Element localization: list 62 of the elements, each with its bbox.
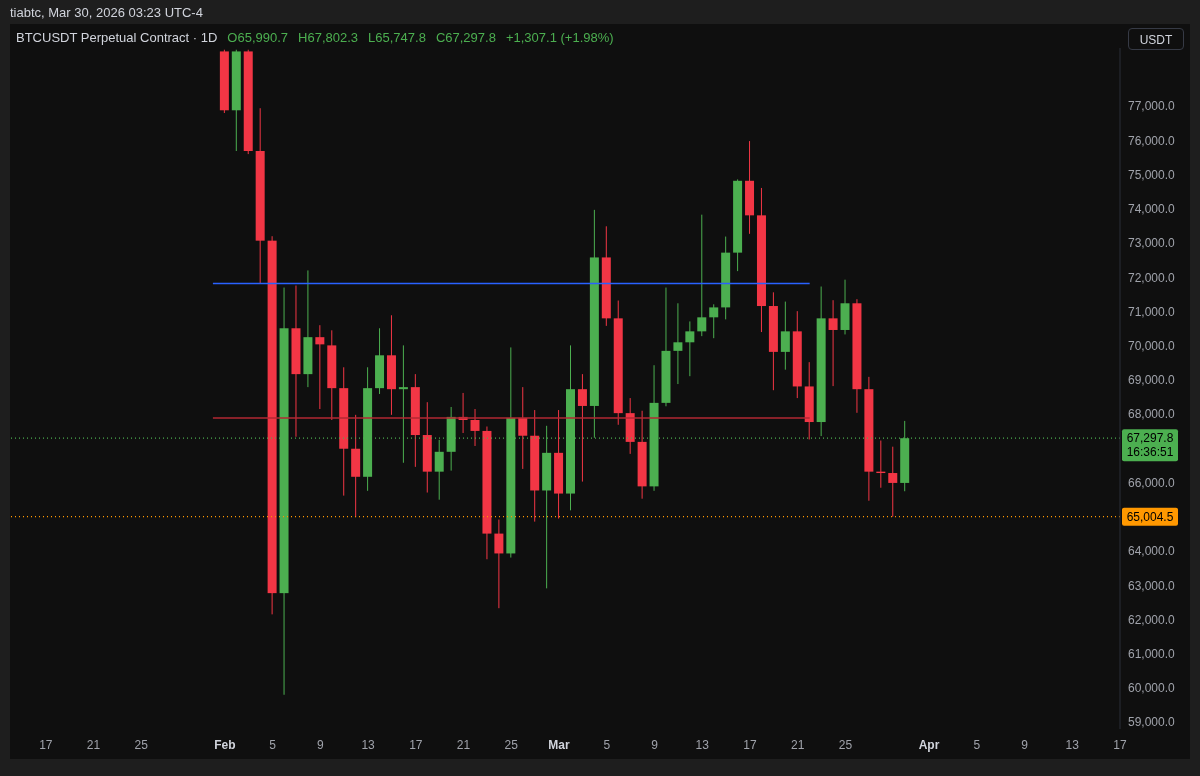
y-tick-label: 64,000.0 — [1128, 544, 1176, 559]
text: O65,990.7 — [227, 30, 289, 45]
x-tick-label: Feb — [214, 738, 236, 752]
y-tick-label: 62,000.0 — [1128, 612, 1176, 627]
chart-title: BTCUSDT Perpetual Contract · 1D — [16, 30, 218, 45]
candlestick — [518, 386, 528, 470]
ref-line-label: 67,297.8 — [1126, 431, 1174, 446]
y-tick-label: 60,000.0 — [1128, 681, 1176, 696]
x-tick-label: 5 — [603, 738, 611, 752]
y-tick-label: 72,000.0 — [1128, 270, 1176, 285]
text: L65,747.8 — [368, 30, 426, 45]
x-tick-label: 17 — [743, 738, 757, 752]
x-tick-label: 25 — [504, 738, 519, 752]
text: 16:36:51 — [1126, 445, 1174, 460]
x-tick-label: 5 — [973, 738, 981, 752]
y-tick-label: 61,000.0 — [1128, 646, 1176, 661]
y-tick-label: 70,000.0 — [1128, 338, 1176, 353]
text: H67,802.3 — [298, 30, 359, 45]
x-tick-label: 13 — [361, 738, 376, 752]
x-tick-label: 17 — [409, 738, 423, 752]
candlestick — [470, 408, 480, 447]
y-tick-label: 66,000.0 — [1128, 475, 1176, 490]
candlestick — [828, 299, 838, 387]
x-tick-label: 17 — [1113, 738, 1127, 752]
x-tick-label: 17 — [39, 738, 53, 752]
candlestick — [697, 214, 707, 337]
candlestick — [494, 519, 504, 609]
y-tick-label: 73,000.0 — [1128, 236, 1176, 251]
x-tick-label: 25 — [134, 738, 149, 752]
x-tick-label: 5 — [269, 738, 277, 752]
candlestick — [673, 302, 683, 385]
x-tick-label: Mar — [548, 738, 571, 752]
x-tick-label: 21 — [456, 738, 471, 752]
y-tick-label: 76,000.0 — [1128, 133, 1176, 148]
candlestick — [709, 303, 719, 339]
x-tick-label: 9 — [1021, 738, 1029, 752]
ref-line-label: 65,004.5 — [1126, 509, 1174, 524]
text: C67,297.8 — [435, 30, 496, 45]
candlestick — [780, 301, 790, 371]
y-tick-label: 75,000.0 — [1128, 167, 1176, 182]
y-tick-label: 68,000.0 — [1128, 407, 1176, 422]
y-tick-label: 74,000.0 — [1128, 202, 1176, 217]
y-axis-title: USDT — [1128, 28, 1184, 50]
text: +1,307.1 (+1.98%) — [505, 30, 614, 45]
x-tick-label: 21 — [791, 738, 805, 752]
y-tick-label: 69,000.0 — [1128, 373, 1176, 388]
x-tick-label: 13 — [695, 738, 710, 752]
x-tick-label: Apr — [918, 738, 940, 752]
x-tick-label: 13 — [1065, 738, 1080, 752]
x-tick-label: 21 — [86, 738, 101, 752]
text: tiabtc, Mar 30, 2026 03:23 UTC-4 — [10, 5, 203, 20]
y-tick-label: 59,000.0 — [1128, 715, 1176, 730]
candlestick — [577, 373, 587, 483]
candlestick — [888, 446, 898, 518]
y-tick-label: 63,000.0 — [1128, 578, 1176, 593]
candlestick — [315, 324, 325, 410]
y-tick-label: 71,000.0 — [1128, 304, 1176, 319]
y-tick-label: 77,000.0 — [1128, 99, 1176, 114]
x-tick-label: 9 — [651, 738, 659, 752]
x-tick-label: 9 — [316, 738, 324, 752]
candlestick — [685, 320, 695, 377]
x-tick-label: 25 — [838, 738, 853, 752]
